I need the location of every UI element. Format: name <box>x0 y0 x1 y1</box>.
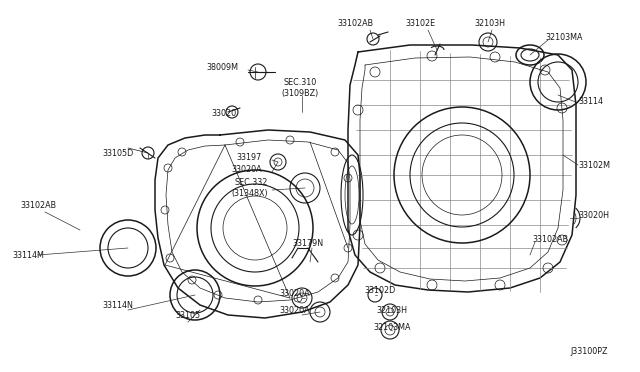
Text: 33105D: 33105D <box>102 149 134 158</box>
Text: 33020A: 33020A <box>280 306 310 315</box>
Text: 32103H: 32103H <box>376 306 408 315</box>
Text: 33102AB: 33102AB <box>532 235 568 244</box>
Text: 33105: 33105 <box>175 311 200 320</box>
Text: SEC.310
(3109BZ): SEC.310 (3109BZ) <box>282 78 319 98</box>
Text: 33102E: 33102E <box>405 19 435 28</box>
Text: J33100PZ: J33100PZ <box>570 347 608 356</box>
Text: 33102D: 33102D <box>364 286 396 295</box>
Text: 33114M: 33114M <box>12 250 44 260</box>
Text: 32103MA: 32103MA <box>545 33 582 42</box>
Text: 33020: 33020 <box>211 109 237 118</box>
Text: 33020A: 33020A <box>280 289 310 298</box>
Text: 33114: 33114 <box>578 97 603 106</box>
Text: 38009M: 38009M <box>206 64 238 73</box>
Text: 33197: 33197 <box>237 154 262 163</box>
Text: 33102AB: 33102AB <box>337 19 373 28</box>
Text: SEC.332
(31348X): SEC.332 (31348X) <box>232 178 268 198</box>
Text: 33102AB: 33102AB <box>20 201 56 210</box>
Text: 33020A: 33020A <box>232 166 262 174</box>
Text: 32103H: 32103H <box>474 19 506 28</box>
Text: 32103MA: 32103MA <box>373 323 411 332</box>
Text: 33114N: 33114N <box>102 301 133 310</box>
Text: 33179N: 33179N <box>292 239 324 248</box>
Text: 33102M: 33102M <box>578 160 610 170</box>
Text: 33020H: 33020H <box>578 211 609 219</box>
